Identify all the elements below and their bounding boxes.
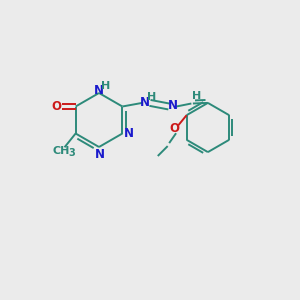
Text: O: O <box>169 122 180 135</box>
Text: CH: CH <box>53 146 70 156</box>
Text: N: N <box>94 148 105 161</box>
Text: 3: 3 <box>68 148 75 158</box>
Text: H: H <box>147 92 156 102</box>
Text: N: N <box>93 84 103 98</box>
Text: H: H <box>193 91 202 101</box>
Text: O: O <box>51 100 62 113</box>
Text: N: N <box>140 96 150 109</box>
Text: H: H <box>101 81 110 92</box>
Text: N: N <box>124 127 134 140</box>
Text: N: N <box>168 99 178 112</box>
